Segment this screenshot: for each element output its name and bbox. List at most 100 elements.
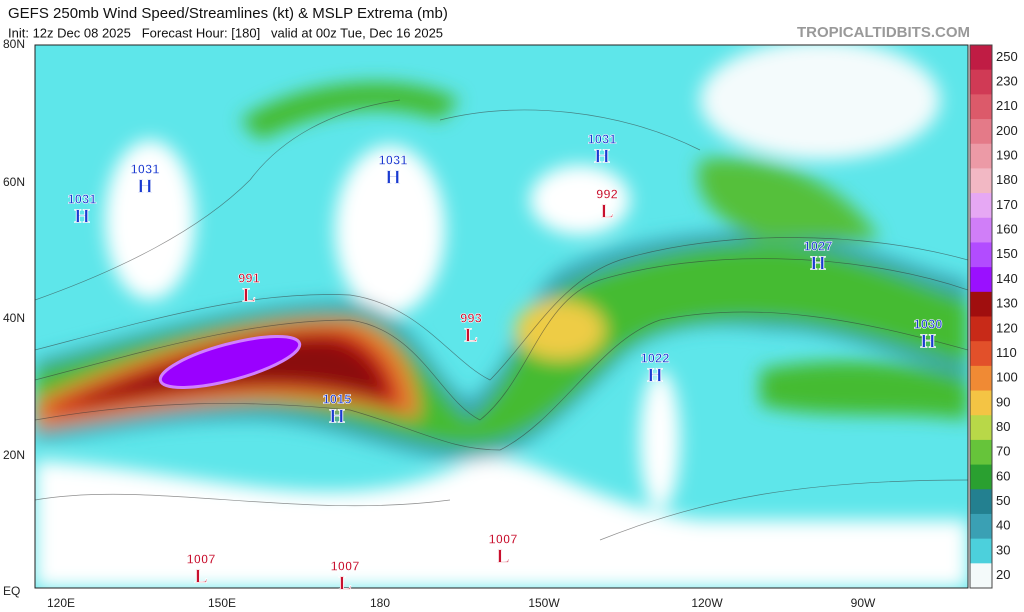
colorbar-swatch [970, 489, 992, 515]
pressure-value: 1031 [68, 191, 97, 206]
colorbar-label: 170 [996, 197, 1018, 212]
lat-label: EQ [3, 584, 20, 598]
colorbar-label: 230 [996, 73, 1018, 88]
lon-label: 120W [691, 596, 723, 610]
lon-label: 180 [370, 596, 390, 610]
colorbar-label: 150 [996, 246, 1018, 261]
colorbar-label: 80 [996, 419, 1010, 434]
pressure-value: 1031 [379, 152, 408, 167]
pressure-symbol: L [496, 546, 509, 568]
colorbar-swatch [970, 242, 992, 268]
subtitle: Init: 12z Dec 08 2025 Forecast Hour: [18… [8, 25, 443, 40]
pressure-symbol: H [329, 406, 345, 428]
colorbar-swatch [970, 217, 992, 243]
colorbar-swatch [970, 464, 992, 490]
pressure-symbol: L [464, 325, 477, 347]
colorbar-swatch [970, 94, 992, 120]
colorbar-swatch [970, 365, 992, 392]
pressure-value: 1031 [588, 131, 617, 146]
lat-label: 40N [3, 311, 25, 325]
colorbar: 250 230 210 200 190 180 170 160 150 140 130 120 110 1… [969, 44, 1018, 589]
colorbar-swatch [970, 390, 992, 416]
pressure-value: 1007 [489, 531, 518, 546]
pressure-value: 1027 [804, 238, 833, 253]
pressure-symbol: H [137, 176, 153, 198]
colorbar-label: 100 [996, 370, 1018, 385]
colorbar-label: 200 [996, 123, 1018, 138]
colorbar-swatch [970, 45, 992, 71]
colorbar-label: 120 [996, 320, 1018, 335]
pressure-symbol: L [194, 566, 207, 588]
colorbar-label: 20 [996, 567, 1010, 582]
pressure-symbol: L [600, 201, 613, 223]
colorbar-label: 210 [996, 98, 1018, 113]
colorbar-swatch [970, 563, 992, 589]
colorbar-swatch [970, 538, 992, 564]
pressure-value: 1031 [131, 161, 160, 176]
colorbar-label: 250 [996, 49, 1018, 64]
pressure-value: 1015 [323, 391, 352, 406]
wind-field [35, 45, 968, 588]
colorbar-label: 60 [996, 468, 1010, 483]
lon-label: 150W [528, 596, 560, 610]
colorbar-swatch [970, 415, 992, 441]
colorbar-label: 90 [996, 394, 1010, 409]
pressure-value: 1030 [914, 316, 943, 331]
pressure-value: 991 [238, 270, 260, 285]
pressure-value: 992 [596, 186, 618, 201]
title: GEFS 250mb Wind Speed/Streamlines (kt) &… [8, 5, 448, 22]
colorbar-swatch [970, 439, 992, 466]
lat-label: 60N [3, 175, 25, 189]
pressure-symbol: H [385, 167, 401, 189]
colorbar-frame [969, 44, 993, 589]
pressure-symbol: H [920, 331, 936, 353]
lon-label: 90W [851, 596, 876, 610]
colorbar-label: 140 [996, 271, 1018, 286]
lat-label: 20N [3, 448, 25, 462]
watermark: TROPICALTIDBITS.COM [797, 24, 970, 41]
colorbar-label: 30 [996, 542, 1010, 557]
colorbar-swatch [970, 267, 992, 293]
pressure-symbol: H [647, 365, 663, 387]
pressure-symbol: L [338, 573, 351, 595]
pressure-symbol: H [594, 146, 610, 168]
colorbar-swatch [970, 119, 992, 145]
colorbar-label: 130 [996, 296, 1018, 311]
pressure-value: 993 [460, 310, 482, 325]
lon-label: 150E [208, 596, 236, 610]
colorbar-label: 40 [996, 518, 1010, 533]
pressure-value: 1007 [187, 551, 216, 566]
colorbar-label: 110 [996, 345, 1017, 360]
pressure-symbol: L [242, 285, 255, 307]
colorbar-swatch [970, 291, 992, 317]
colorbar-swatch [970, 193, 992, 219]
pressure-value: 1022 [641, 350, 670, 365]
colorbar-label: 180 [996, 172, 1018, 187]
colorbar-swatch [970, 69, 992, 95]
colorbar-label: 190 [996, 148, 1018, 163]
colorbar-label: 50 [996, 493, 1010, 508]
pressure-symbol: H [74, 206, 90, 228]
colorbar-label: 70 [996, 444, 1010, 459]
colorbar-swatch [970, 168, 992, 194]
lon-label: 120E [47, 596, 75, 610]
colorbar-swatch [970, 513, 992, 540]
pressure-value: 1007 [331, 558, 360, 573]
pressure-symbol: H [810, 253, 826, 275]
colorbar-swatch [970, 316, 992, 342]
